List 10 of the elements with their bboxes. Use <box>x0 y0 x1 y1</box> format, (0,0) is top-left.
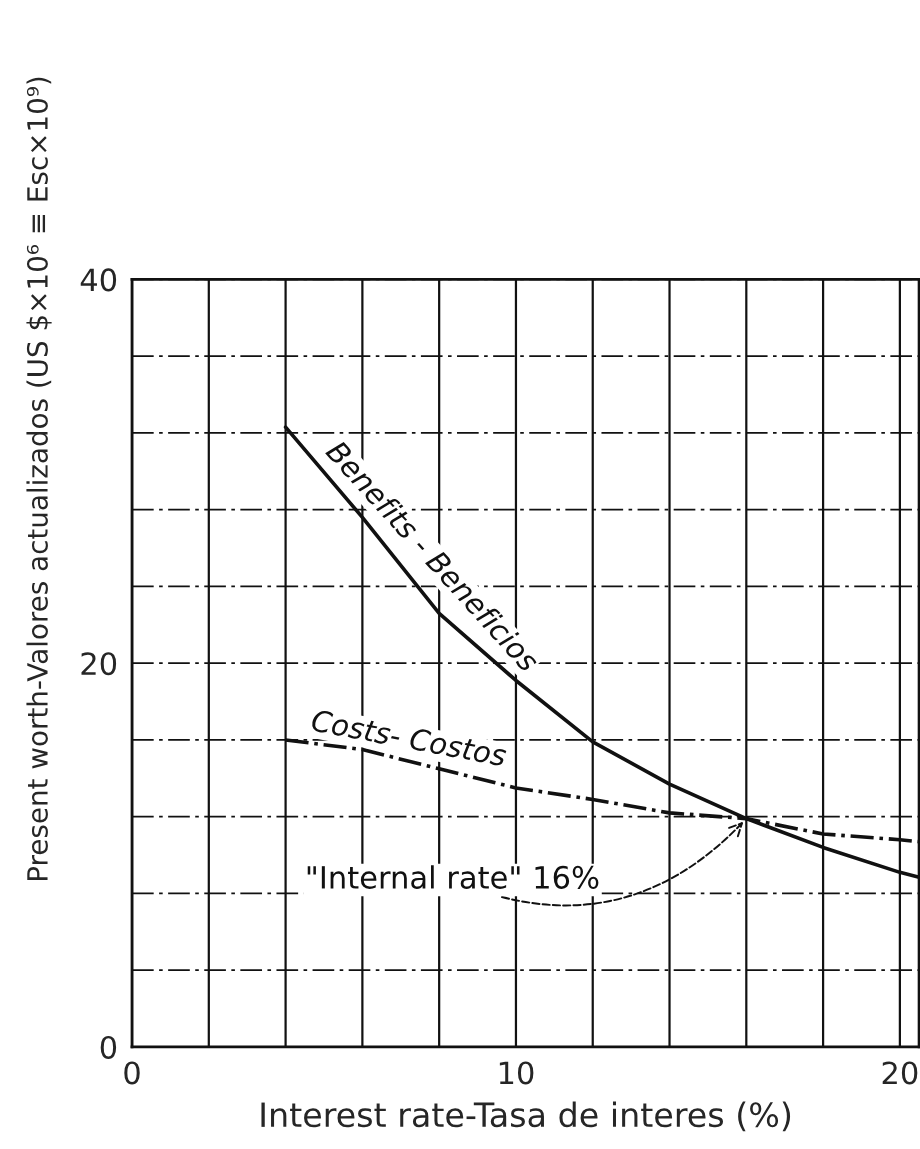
annotation: "Internal rate" 16% <box>307 865 599 889</box>
y-tick-label: 40 <box>80 268 117 292</box>
y-axis-title: Present worth-Valores actualizados (US $×10⁶ ≡ Esc×10⁹) <box>26 77 52 881</box>
x-tick-label: 20 <box>882 1061 918 1085</box>
x-tick-label: 0 <box>124 1061 140 1085</box>
y-tick-label: 0 <box>100 1035 117 1060</box>
x-axis-title: Interest rate-Tasa de interes (%) <box>261 1101 791 1132</box>
text: Costs- Costos <box>310 708 508 767</box>
x-tick-label: 10 <box>499 1061 534 1085</box>
y-tick-label: 20 <box>81 652 117 676</box>
